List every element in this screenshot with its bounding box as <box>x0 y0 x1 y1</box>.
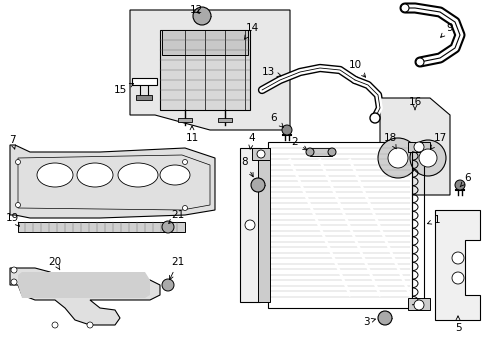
Polygon shape <box>258 148 269 302</box>
Polygon shape <box>240 148 260 302</box>
Text: 20: 20 <box>48 257 61 270</box>
Polygon shape <box>251 148 269 160</box>
Circle shape <box>11 267 17 273</box>
Circle shape <box>11 279 17 285</box>
Polygon shape <box>18 222 184 232</box>
Polygon shape <box>160 30 249 110</box>
Text: 16: 16 <box>407 97 421 110</box>
Circle shape <box>182 159 187 165</box>
Circle shape <box>182 206 187 211</box>
Circle shape <box>369 113 379 123</box>
Polygon shape <box>162 30 247 55</box>
Circle shape <box>305 148 313 156</box>
Polygon shape <box>132 78 157 85</box>
Circle shape <box>400 4 408 12</box>
Circle shape <box>418 149 436 167</box>
Text: 21: 21 <box>169 257 184 280</box>
Circle shape <box>415 58 423 66</box>
Circle shape <box>327 148 335 156</box>
Circle shape <box>244 220 254 230</box>
Polygon shape <box>18 272 150 298</box>
Circle shape <box>451 252 463 264</box>
Text: 8: 8 <box>241 157 253 177</box>
Circle shape <box>250 178 264 192</box>
Polygon shape <box>407 142 429 152</box>
Polygon shape <box>10 268 160 325</box>
Text: 6: 6 <box>270 113 283 127</box>
Text: 6: 6 <box>459 173 470 187</box>
Polygon shape <box>218 118 231 122</box>
Circle shape <box>377 138 417 178</box>
Circle shape <box>377 311 391 325</box>
Text: 10: 10 <box>348 60 365 77</box>
Text: 19: 19 <box>5 213 20 226</box>
Circle shape <box>257 150 264 158</box>
Text: 4: 4 <box>248 133 255 149</box>
Circle shape <box>282 125 291 135</box>
Circle shape <box>52 322 58 328</box>
Polygon shape <box>309 148 331 156</box>
Circle shape <box>16 202 20 207</box>
Text: 15: 15 <box>113 84 133 95</box>
Text: 17: 17 <box>429 133 446 149</box>
Text: 9: 9 <box>440 23 452 37</box>
Polygon shape <box>130 10 289 130</box>
Text: 12: 12 <box>189 5 202 15</box>
Text: 18: 18 <box>383 133 396 149</box>
Polygon shape <box>434 210 479 320</box>
Circle shape <box>413 300 423 310</box>
Polygon shape <box>407 298 429 310</box>
Text: 14: 14 <box>244 23 258 39</box>
Circle shape <box>162 221 174 233</box>
Text: 3: 3 <box>362 317 375 327</box>
Text: 1: 1 <box>427 215 439 225</box>
Polygon shape <box>379 98 449 195</box>
Circle shape <box>451 272 463 284</box>
Circle shape <box>454 180 464 190</box>
Text: 21: 21 <box>168 210 184 223</box>
Polygon shape <box>178 118 192 122</box>
Polygon shape <box>10 145 215 218</box>
Circle shape <box>87 322 93 328</box>
Text: 11: 11 <box>185 126 198 143</box>
Ellipse shape <box>118 163 158 187</box>
Text: 13: 13 <box>261 67 281 77</box>
Circle shape <box>16 159 20 165</box>
Circle shape <box>162 279 174 291</box>
Ellipse shape <box>77 163 113 187</box>
Ellipse shape <box>160 165 190 185</box>
Text: 2: 2 <box>291 137 306 150</box>
Circle shape <box>409 140 445 176</box>
Text: 7: 7 <box>9 135 16 149</box>
Text: 5: 5 <box>454 316 460 333</box>
Polygon shape <box>267 142 411 308</box>
Polygon shape <box>136 95 152 100</box>
Circle shape <box>387 148 407 168</box>
Ellipse shape <box>37 163 73 187</box>
Circle shape <box>193 7 210 25</box>
Circle shape <box>413 142 423 152</box>
